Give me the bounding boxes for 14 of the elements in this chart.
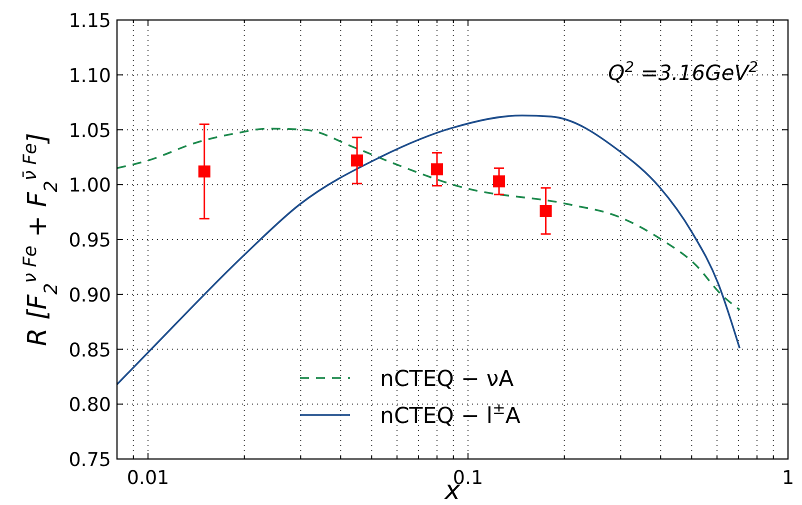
x-tick-label: 1 (782, 467, 794, 489)
y-tick-label: 0.75 (68, 449, 111, 471)
y-tick-label: 1.00 (68, 174, 111, 197)
y-tick-label: 0.90 (68, 284, 111, 306)
y-tick-label: 1.15 (68, 10, 111, 32)
legend-label: nCTEQ − l$^{±}$A (380, 400, 520, 429)
y-tick-label: 0.95 (68, 230, 111, 252)
annotation: Q$^{2}$ =3.16GeV$^{2}$ (608, 58, 758, 85)
x-tick-label: 0.01 (126, 467, 170, 489)
y-tick-label: 0.85 (68, 339, 111, 362)
y-tick-label: 0.80 (68, 394, 111, 416)
legend-label: nCTEQ − νA (380, 367, 514, 392)
y-tick-label: 1.10 (68, 64, 111, 87)
y-tick-label: 1.05 (68, 120, 111, 142)
